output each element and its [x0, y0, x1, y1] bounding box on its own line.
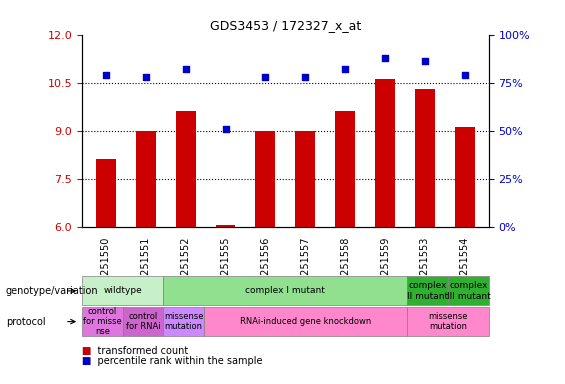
Point — [181, 66, 190, 72]
Title: GDS3453 / 172327_x_at: GDS3453 / 172327_x_at — [210, 19, 361, 32]
Point — [221, 126, 230, 132]
Text: genotype/variation: genotype/variation — [6, 286, 98, 296]
Text: control
for RNAi: control for RNAi — [125, 312, 160, 331]
Point — [141, 74, 150, 80]
Bar — [255, 131, 275, 227]
Bar — [415, 89, 435, 227]
Point — [261, 74, 270, 80]
Bar — [96, 159, 116, 227]
Point — [380, 55, 389, 61]
Text: protocol: protocol — [6, 316, 45, 327]
Bar — [455, 127, 475, 227]
Text: RNAi-induced gene knockdown: RNAi-induced gene knockdown — [240, 317, 371, 326]
Bar — [375, 79, 395, 227]
Point — [341, 66, 350, 72]
Text: ■  transformed count: ■ transformed count — [82, 346, 188, 356]
Point — [420, 58, 429, 65]
Text: control
for misse
nse: control for misse nse — [83, 307, 121, 336]
Text: complex
III mutant: complex III mutant — [446, 281, 490, 301]
Text: complex I mutant: complex I mutant — [245, 286, 325, 295]
Text: wildtype: wildtype — [103, 286, 142, 295]
Text: missense
mutation: missense mutation — [428, 312, 468, 331]
Text: ■  percentile rank within the sample: ■ percentile rank within the sample — [82, 356, 262, 366]
Text: ■: ■ — [81, 346, 90, 356]
Bar — [215, 225, 236, 227]
Bar — [176, 111, 195, 227]
Text: complex
II mutant: complex II mutant — [407, 281, 448, 301]
Text: ■: ■ — [81, 356, 90, 366]
Text: missense
mutation: missense mutation — [164, 312, 203, 331]
Point — [301, 74, 310, 80]
Bar — [136, 131, 156, 227]
Point — [101, 72, 110, 78]
Bar — [335, 111, 355, 227]
Bar — [295, 131, 315, 227]
Point — [460, 72, 470, 78]
